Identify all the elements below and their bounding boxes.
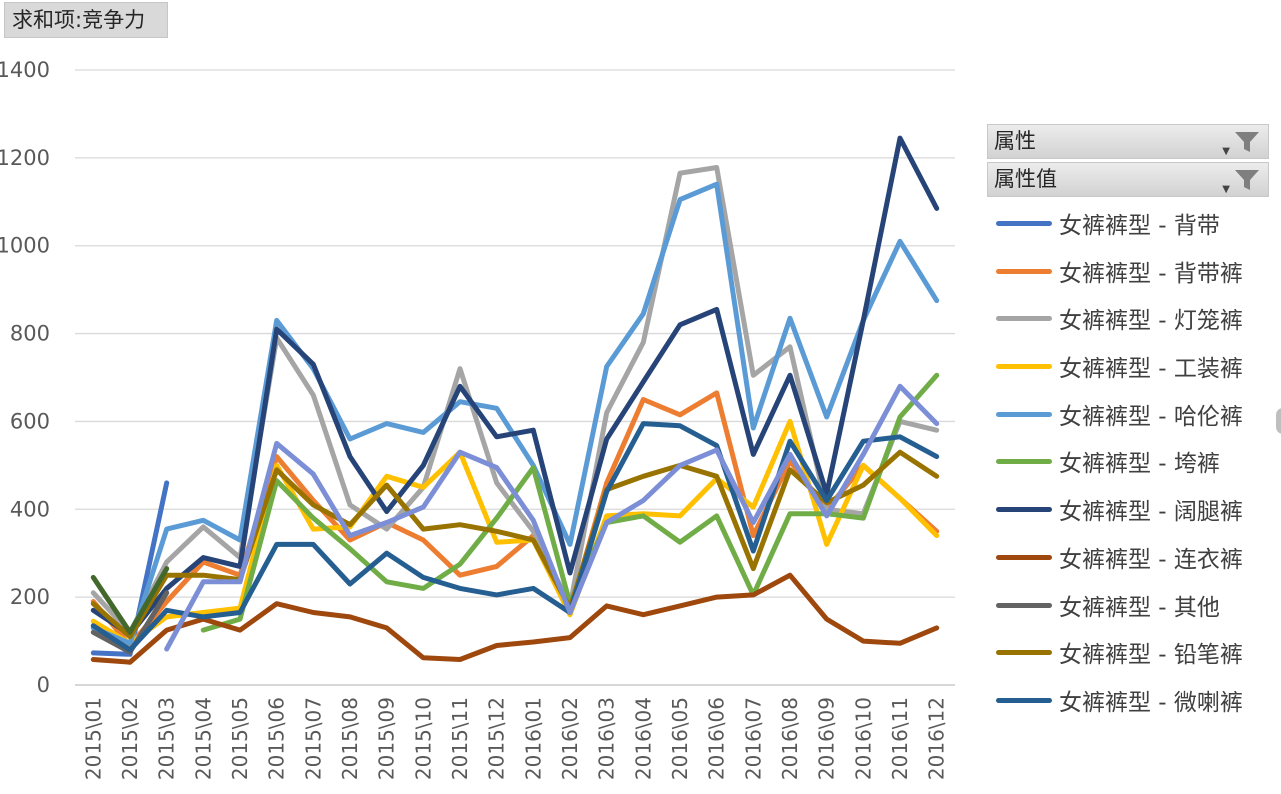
legend-swatch <box>996 221 1052 226</box>
legend-item[interactable]: 女裤裤型 - 微喇裤 <box>987 677 1277 725</box>
legend-swatch <box>996 602 1052 608</box>
legend-label: 女裤裤型 - 连衣裤 <box>1059 546 1243 573</box>
series-line-7 <box>90 572 940 665</box>
y-tick-label: 800 <box>10 322 50 346</box>
series-line-3 <box>90 418 940 646</box>
x-tick-label: 2016\02 <box>558 697 582 780</box>
legend-label: 女裤裤型 - 哈伦裤 <box>1059 403 1243 430</box>
legend-swatch <box>996 268 1052 274</box>
series-line-4 <box>90 181 940 646</box>
series-lines <box>90 135 940 665</box>
legend-swatch <box>996 507 1052 513</box>
series-line-11 <box>164 383 940 652</box>
x-tick-label: 2016\03 <box>595 697 619 780</box>
y-tick-label: 1400 <box>0 58 50 82</box>
y-axis: 0 200 400 600 800 1000 1200 1400 <box>0 58 50 697</box>
y-tick-label: 1000 <box>0 234 50 258</box>
legend-item[interactable]: 女裤裤型 - 工装裤 <box>987 343 1277 391</box>
x-tick-label: 2015\06 <box>265 697 289 780</box>
x-tick-label: 2016\04 <box>631 697 655 780</box>
x-tick-label: 2015\02 <box>118 697 142 780</box>
legend-swatch <box>996 411 1052 417</box>
legend-label: 女裤裤型 - 背带裤 <box>1059 260 1243 287</box>
legend-label: 女裤裤型 - 铅笔裤 <box>1059 642 1243 669</box>
y-tick-label: 600 <box>10 409 50 433</box>
x-tick-label: 2016\06 <box>705 697 729 780</box>
legend-label: 女裤裤型 - 灯笼裤 <box>1059 308 1243 335</box>
legend-item[interactable]: 女裤裤型 - 阔腿裤 <box>987 486 1277 534</box>
x-tick-label: 2016\11 <box>888 697 912 780</box>
legend-swatch <box>996 316 1052 322</box>
chart-legend: 女裤裤型 - 背带 女裤裤型 - 背带裤 女裤裤型 - 灯笼裤 女裤裤型 - 工装裤女… <box>987 200 1277 725</box>
x-tick-label: 2016\12 <box>925 697 949 780</box>
chevron-down-icon: ▼ <box>1222 146 1230 157</box>
x-tick-label: 2016\08 <box>778 697 802 780</box>
legend-label: 女裤裤型 - 背带 <box>1059 213 1220 239</box>
legend-item[interactable]: 女裤裤型 - 垮裤 <box>987 438 1277 486</box>
x-axis: 2015\01 2015\02 2015\03 2015\04 2015\05 2015\… <box>81 697 948 780</box>
legend-swatch <box>996 364 1052 370</box>
x-tick-label: 2015\07 <box>301 697 325 780</box>
legend-label: 女裤裤型 - 微喇裤 <box>1059 689 1243 716</box>
y-tick-label: 0 <box>37 673 50 697</box>
x-tick-label: 2015\09 <box>375 697 399 780</box>
legend-item[interactable]: 女裤裤型 - 灯笼裤 <box>987 295 1277 343</box>
x-tick-label: 2015\05 <box>228 697 252 780</box>
filter-button-attribute[interactable]: 属性 ▼ <box>987 124 1269 159</box>
x-tick-label: 2015\04 <box>191 697 215 780</box>
legend-swatch <box>996 697 1052 703</box>
value-field-button[interactable]: 求和项:竞争力 <box>4 2 168 38</box>
filter-label: 属性值 <box>994 167 1057 191</box>
series-line-9 <box>90 449 940 640</box>
series-line-6 <box>90 135 940 637</box>
x-tick-label: 2015\08 <box>338 697 362 780</box>
x-tick-label: 2016\10 <box>851 697 875 780</box>
legend-item[interactable]: 女裤裤型 - 连衣裤 <box>987 534 1277 582</box>
filter-icon <box>1235 132 1259 152</box>
y-tick-label: 400 <box>10 497 50 521</box>
x-tick-label: 2015\12 <box>485 697 509 780</box>
x-tick-label: 2015\10 <box>411 697 435 780</box>
x-tick-label: 2016\07 <box>741 697 765 780</box>
legend-item[interactable]: 女裤裤型 - 背带 <box>987 200 1277 248</box>
x-tick-label: 2016\01 <box>521 697 545 780</box>
scroll-handle[interactable] <box>1276 408 1281 434</box>
legend-swatch <box>996 459 1052 465</box>
x-tick-label: 2016\05 <box>668 697 692 780</box>
legend-item[interactable]: 女裤裤型 - 铅笔裤 <box>987 629 1277 677</box>
filter-label: 属性 <box>994 129 1036 153</box>
legend-item[interactable]: 女裤裤型 - 其他 <box>987 582 1277 630</box>
x-tick-label: 2015\03 <box>155 697 179 780</box>
legend-label: 女裤裤型 - 阔腿裤 <box>1059 499 1243 526</box>
chevron-down-icon: ▼ <box>1222 184 1230 195</box>
y-tick-label: 1200 <box>0 146 50 170</box>
y-tick-label: 200 <box>10 585 50 609</box>
series-line-12 <box>90 566 170 635</box>
series-line-10 <box>90 421 940 653</box>
legend-label: 女裤裤型 - 其他 <box>1059 594 1220 621</box>
filter-icon <box>1235 170 1259 190</box>
x-tick-label: 2015\11 <box>448 697 472 780</box>
series-line-2 <box>90 165 940 635</box>
legend-swatch <box>996 650 1052 656</box>
x-tick-label: 2016\09 <box>815 697 839 780</box>
legend-item[interactable]: 女裤裤型 - 哈伦裤 <box>987 391 1277 439</box>
legend-item[interactable]: 女裤裤型 - 背带裤 <box>987 248 1277 296</box>
legend-label: 女裤裤型 - 工装裤 <box>1059 356 1243 383</box>
legend-swatch <box>996 554 1052 560</box>
x-tick-label: 2015\01 <box>81 697 105 780</box>
line-chart: 0 200 400 600 800 1000 1200 1400 2015\01 2015\02… <box>0 58 955 780</box>
legend-label: 女裤裤型 - 垮裤 <box>1059 451 1220 478</box>
filter-button-attribute-value[interactable]: 属性值 ▼ <box>987 162 1269 197</box>
